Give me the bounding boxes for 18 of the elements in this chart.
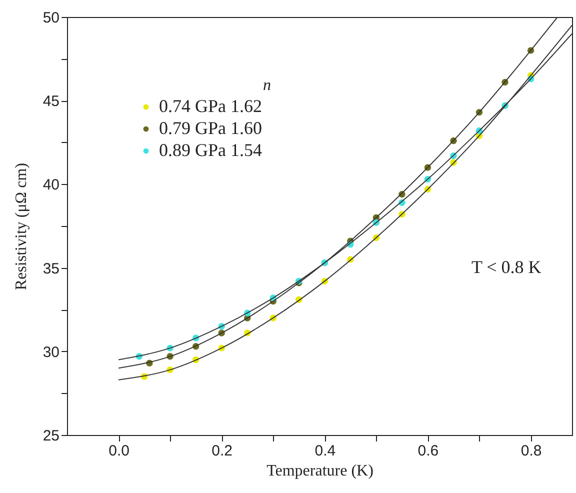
x-tick-label: 0.8: [520, 442, 542, 460]
y-tick-label: 30: [42, 344, 60, 361]
y-tick-label: 40: [42, 176, 60, 194]
legend-label: 0.74 GPa 1.62: [159, 96, 262, 116]
y-axis-title: Resistivity (μΩ cm): [12, 162, 30, 290]
legend-label: 0.79 GPa 1.60: [159, 118, 262, 138]
x-tick-label: 0.0: [108, 442, 130, 460]
legend-label: 0.89 GPa 1.54: [159, 140, 262, 160]
x-tick-label: 0.6: [418, 442, 439, 460]
y-tick-label: 35: [42, 260, 60, 278]
annotation: T < 0.8 K: [471, 256, 542, 277]
y-tick-label: 50: [42, 10, 60, 26]
y-tick-label: 25: [42, 428, 60, 444]
x-tick-label: 0.2: [212, 442, 233, 460]
x-tick-label: 0.4: [314, 442, 336, 460]
y-tick-label: 45: [42, 93, 60, 110]
legend-title: n: [263, 77, 271, 94]
x-axis-title: Temperature (K): [266, 462, 374, 480]
